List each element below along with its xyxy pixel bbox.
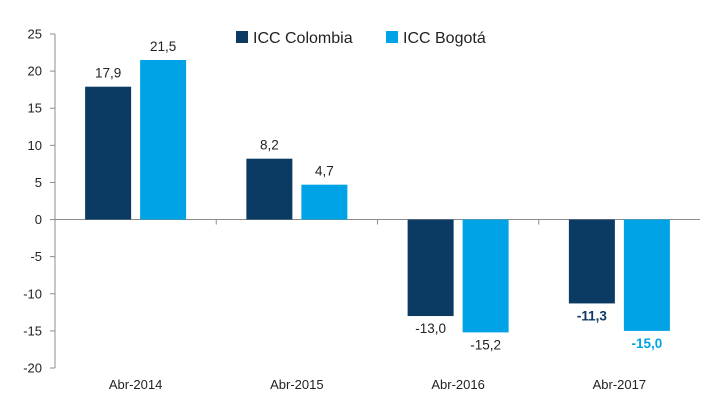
y-tick-label: -20 bbox=[23, 361, 42, 376]
bar-icc-bogota bbox=[462, 219, 509, 333]
legend-label-icc-colombia: ICC Colombia bbox=[253, 30, 353, 47]
bar-icc-colombia bbox=[568, 219, 615, 304]
y-tick-label: -10 bbox=[23, 286, 42, 301]
bar-icc-bogota bbox=[301, 184, 348, 220]
y-tick-label: 10 bbox=[28, 138, 42, 153]
data-label: 8,2 bbox=[260, 138, 279, 153]
data-label: -15,2 bbox=[470, 337, 501, 352]
data-label: -11,3 bbox=[577, 308, 608, 323]
y-tick-label: -5 bbox=[30, 249, 42, 264]
x-tick-label: Abr-2017 bbox=[593, 377, 646, 392]
data-label: -13,0 bbox=[415, 321, 446, 336]
y-tick-label: 15 bbox=[28, 101, 42, 116]
legend-swatch-icc-bogota bbox=[386, 31, 398, 43]
data-label: 17,9 bbox=[95, 66, 121, 81]
y-tick-label: 20 bbox=[28, 64, 42, 79]
data-label: 4,7 bbox=[315, 164, 334, 179]
data-label: 21,5 bbox=[150, 39, 176, 54]
x-tick-label: Abr-2014 bbox=[109, 377, 162, 392]
x-tick-label: Abr-2016 bbox=[431, 377, 484, 392]
x-tick-label: Abr-2015 bbox=[270, 377, 323, 392]
y-tick-label: 5 bbox=[35, 175, 42, 190]
legend-swatch-icc-colombia bbox=[236, 31, 248, 43]
data-labels: 17,9 21,5 8,2 4,7 -13,0 -15,2 -11,3 -15,0 bbox=[95, 39, 662, 352]
bar-icc-colombia bbox=[85, 86, 132, 220]
y-tick-label: -15 bbox=[23, 323, 42, 338]
legend: ICC Colombia ICC Bogotá bbox=[236, 30, 486, 47]
y-tick-label: 25 bbox=[28, 27, 42, 42]
bar-icc-bogota bbox=[623, 219, 670, 331]
data-label: -15,0 bbox=[631, 336, 662, 351]
bar-icc-colombia bbox=[246, 158, 293, 220]
bar-icc-bogota bbox=[140, 59, 187, 220]
bars bbox=[85, 59, 670, 333]
bar-icc-colombia bbox=[407, 219, 454, 317]
y-tick-label: 0 bbox=[35, 212, 42, 227]
legend-label-icc-bogota: ICC Bogotá bbox=[403, 30, 486, 47]
